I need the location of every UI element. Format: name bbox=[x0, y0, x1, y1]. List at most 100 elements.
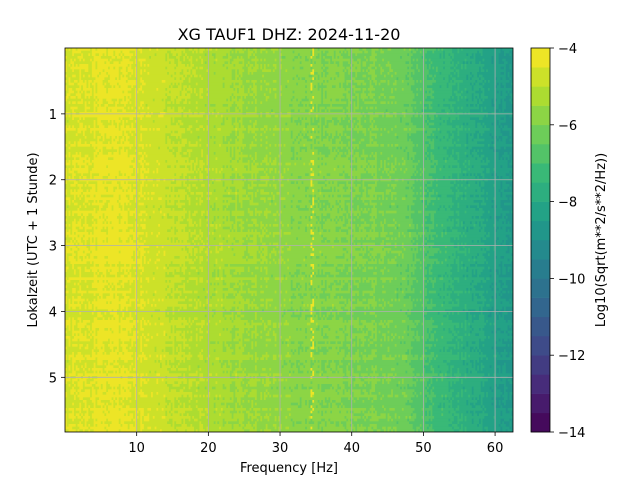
heatmap-cell bbox=[383, 192, 387, 196]
heatmap-cell bbox=[464, 197, 467, 201]
heatmap-cell bbox=[366, 133, 371, 137]
heatmap-cell bbox=[425, 128, 437, 132]
heatmap-cell bbox=[81, 192, 84, 196]
heatmap-cell bbox=[426, 90, 430, 94]
heatmap-cell bbox=[136, 104, 141, 108]
heatmap-cell bbox=[484, 154, 500, 158]
heatmap-cell bbox=[129, 56, 132, 60]
heatmap-cell bbox=[392, 154, 408, 158]
heatmap-cell bbox=[129, 50, 136, 54]
heatmap-cell bbox=[84, 154, 89, 158]
heatmap-cell bbox=[371, 90, 392, 94]
heatmap-cell bbox=[324, 178, 328, 182]
heatmap-cell bbox=[385, 109, 388, 113]
heatmap-cell bbox=[462, 128, 466, 132]
heatmap-cell bbox=[317, 202, 320, 206]
heatmap-cell bbox=[475, 82, 480, 86]
heatmap-cell bbox=[97, 61, 105, 65]
heatmap-cell bbox=[222, 165, 225, 169]
heatmap-cell bbox=[426, 181, 431, 185]
heatmap-cell bbox=[97, 96, 125, 100]
heatmap-cell bbox=[269, 160, 272, 164]
heatmap-cell bbox=[118, 200, 130, 204]
heatmap-cell bbox=[452, 109, 455, 113]
heatmap-cell bbox=[95, 141, 98, 145]
heatmap-cell bbox=[509, 170, 512, 174]
heatmap-cell bbox=[461, 144, 466, 148]
heatmap-cell bbox=[222, 184, 225, 188]
heatmap-cell bbox=[95, 133, 102, 137]
heatmap-cell bbox=[425, 152, 428, 156]
heatmap-cell bbox=[90, 125, 95, 129]
heatmap-cell bbox=[235, 168, 238, 172]
heatmap-cell bbox=[477, 122, 482, 126]
heatmap-cell bbox=[235, 146, 238, 150]
heatmap-cell bbox=[258, 202, 270, 206]
heatmap-cell bbox=[394, 165, 414, 169]
heatmap-cell bbox=[185, 144, 190, 148]
heatmap-cell bbox=[486, 202, 501, 206]
heatmap-cell bbox=[391, 90, 394, 94]
heatmap-cell bbox=[495, 104, 500, 108]
heatmap-cell bbox=[280, 53, 283, 57]
heatmap-cell bbox=[72, 162, 77, 166]
heatmap-cell bbox=[256, 80, 261, 84]
heatmap-cell bbox=[235, 88, 238, 92]
heatmap-cell bbox=[131, 186, 141, 190]
heatmap-cell bbox=[245, 194, 249, 198]
heatmap-cell bbox=[469, 168, 485, 172]
heatmap-cell bbox=[244, 136, 254, 140]
heatmap-cell bbox=[324, 144, 347, 148]
heatmap-cell bbox=[133, 72, 136, 76]
heatmap-cell bbox=[299, 141, 315, 145]
heatmap-cell bbox=[482, 101, 492, 105]
heatmap-cell bbox=[99, 138, 104, 142]
heatmap-cell bbox=[120, 138, 125, 142]
heatmap-cell bbox=[125, 98, 130, 102]
heatmap-cell bbox=[129, 74, 132, 78]
heatmap-cell bbox=[254, 194, 258, 198]
heatmap-cell bbox=[271, 109, 274, 113]
heatmap-cell bbox=[434, 154, 449, 158]
heatmap-cell bbox=[222, 138, 225, 142]
heatmap-cell bbox=[131, 56, 150, 60]
heatmap-cell bbox=[498, 122, 501, 126]
heatmap-cell bbox=[190, 130, 193, 134]
heatmap-cell bbox=[258, 64, 261, 68]
heatmap-cell bbox=[65, 80, 68, 84]
heatmap-cell bbox=[108, 202, 120, 206]
heatmap-cell bbox=[82, 88, 93, 92]
heatmap-cell bbox=[421, 109, 442, 113]
heatmap-cell bbox=[272, 80, 277, 84]
heatmap-cell bbox=[253, 64, 256, 68]
heatmap-cell bbox=[471, 53, 474, 57]
heatmap-cell bbox=[88, 189, 91, 193]
heatmap-cell bbox=[457, 154, 460, 158]
heatmap-cell bbox=[108, 88, 132, 92]
heatmap-cell bbox=[487, 88, 491, 92]
heatmap-cell bbox=[145, 114, 152, 118]
heatmap-cell bbox=[70, 58, 73, 62]
heatmap-cell bbox=[376, 58, 383, 62]
heatmap-cell bbox=[111, 152, 114, 156]
heatmap-cell bbox=[274, 133, 292, 137]
heatmap-cell bbox=[95, 48, 98, 52]
heatmap-cell bbox=[192, 162, 195, 166]
heatmap-cell bbox=[418, 170, 422, 174]
heatmap-cell bbox=[91, 130, 95, 134]
heatmap-cell bbox=[206, 125, 209, 129]
heatmap-cell bbox=[185, 106, 197, 110]
heatmap-cell bbox=[468, 53, 473, 57]
heatmap-cell bbox=[267, 50, 274, 54]
heatmap-cell bbox=[195, 120, 199, 124]
heatmap-cell bbox=[206, 93, 209, 97]
heatmap-cell bbox=[496, 85, 501, 89]
heatmap-cell bbox=[81, 176, 84, 180]
heatmap-cell bbox=[339, 50, 342, 54]
heatmap-cell bbox=[75, 133, 78, 137]
heatmap-cell bbox=[65, 184, 71, 188]
heatmap-cell bbox=[376, 141, 414, 145]
heatmap-cell bbox=[247, 50, 254, 54]
heatmap-cell bbox=[459, 114, 485, 118]
heatmap-cell bbox=[317, 141, 320, 145]
